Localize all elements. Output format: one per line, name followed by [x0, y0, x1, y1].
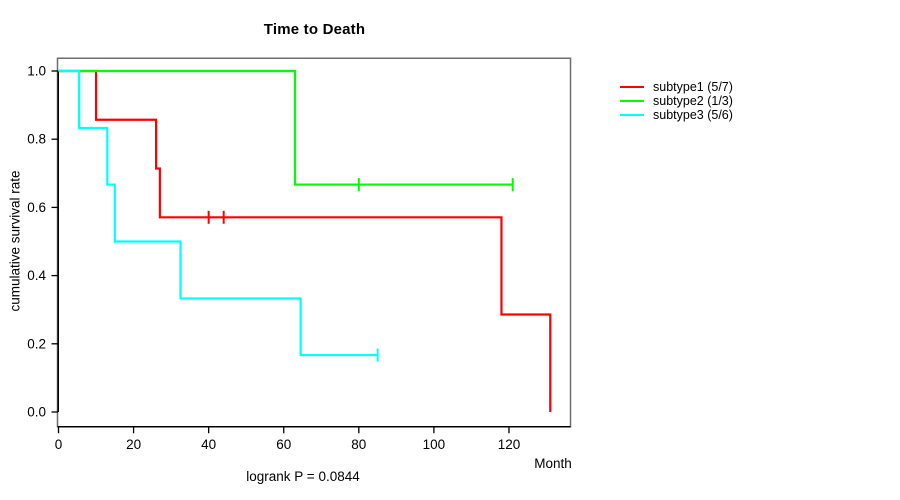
legend-item-subtype2: subtype2 (1/3): [620, 94, 733, 108]
y-tick-label: 0.0: [27, 405, 46, 420]
legend-line-subtype2: [620, 99, 644, 103]
x-tick-label: 20: [126, 437, 141, 452]
y-tick-label: 0.2: [27, 336, 46, 351]
x-tick-label: 60: [276, 437, 291, 452]
y-tick-label: 0.6: [27, 200, 46, 215]
legend-item-subtype3: subtype3 (5/6): [620, 108, 733, 122]
y-tick-label: 1.0: [27, 64, 46, 79]
survival-curve-subtype3: [58, 69, 378, 357]
x-tick-label: 120: [498, 437, 521, 452]
logrank-pvalue-text: logrank P = 0.0844: [246, 469, 360, 484]
y-tick-label: 0.4: [27, 268, 46, 283]
y-tick-label: 0.8: [27, 132, 46, 147]
survival-curve-subtype1: [58, 69, 552, 412]
x-tick-label: 0: [55, 437, 63, 452]
legend: subtype1 (5/7) subtype2 (1/3) subtype3 (…: [620, 80, 733, 122]
legend-item-subtype1: subtype1 (5/7): [620, 80, 733, 94]
x-axis-title: Month: [534, 456, 572, 471]
x-tick-label: 40: [201, 437, 216, 452]
legend-label-subtype1: subtype1 (5/7): [653, 80, 733, 94]
x-tick-label: 100: [423, 437, 446, 452]
legend-label-subtype2: subtype2 (1/3): [653, 94, 733, 108]
survival-curve-subtype2: [58, 69, 513, 186]
legend-label-subtype3: subtype3 (5/6): [653, 108, 733, 122]
legend-line-subtype3: [620, 113, 644, 117]
legend-line-subtype1: [620, 85, 644, 89]
x-tick-label: 80: [351, 437, 366, 452]
chart-title: Time to Death: [263, 21, 366, 38]
